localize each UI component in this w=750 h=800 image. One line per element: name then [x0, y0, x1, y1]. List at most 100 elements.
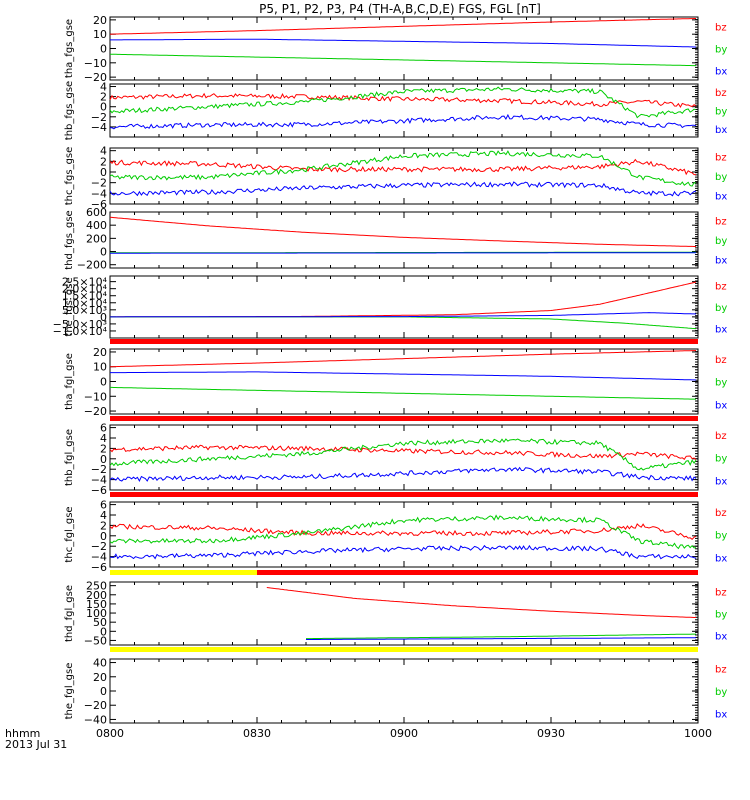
ytick-label: 6	[100, 422, 107, 435]
panel-frame	[109, 658, 699, 724]
legend-bz: bz	[715, 88, 727, 99]
series-bx	[306, 637, 696, 640]
ytick-label: 10	[93, 361, 107, 374]
series-bz	[266, 587, 696, 618]
legend-bz: bz	[715, 281, 727, 292]
ytick-label: −10	[84, 57, 107, 70]
ytick-label: 150	[86, 598, 107, 611]
status-bar-red	[110, 339, 698, 344]
ytick-label: 0	[100, 685, 107, 698]
panel-tha_fgl_gse: 20 10 0−10 −20 tha_fgl_gse bz by bx	[64, 346, 727, 421]
series-bz	[109, 92, 697, 109]
legend-bx: bx	[715, 125, 727, 136]
ytick-label: 2.0×10⁴	[62, 283, 108, 296]
legend-bx: bx	[715, 325, 727, 336]
xtick-label: 0800	[96, 727, 124, 740]
legend-bx: bx	[715, 709, 727, 720]
ylabel: thb_fgs_gse	[64, 81, 75, 140]
ytick-label: −4	[91, 121, 107, 134]
status-bar-red	[110, 416, 698, 421]
ytick-label: 4	[100, 81, 107, 94]
ytick-label: −20	[84, 699, 107, 712]
series-bx	[109, 181, 697, 197]
ytick-label: 0	[100, 101, 107, 114]
ytick-label: −6	[91, 561, 107, 574]
xtick-label: 1000	[684, 727, 712, 740]
series-bz	[109, 216, 696, 247]
legend-bz: bz	[715, 22, 727, 33]
legend-bz: bz	[715, 431, 727, 442]
ytick-label: 20	[93, 346, 107, 359]
ylabel: thb_fgl_gse	[64, 429, 75, 486]
ytick-label: 1.0×10⁴	[62, 297, 108, 310]
ytick-label: −4	[91, 551, 107, 564]
ytick-label: 400	[86, 219, 107, 232]
time-axis: 0800 0830 0900 0930 1000	[96, 727, 712, 740]
ytick-label: −50	[84, 634, 107, 647]
ytick-label: 0	[100, 166, 107, 179]
legend-bx: bx	[715, 476, 727, 487]
footer-date: 2013 Jul 31	[5, 738, 67, 751]
series-bx	[109, 544, 697, 560]
ytick-label: 0	[100, 625, 107, 638]
series-bx	[110, 38, 696, 48]
ytick-label: 1.5×10⁴	[62, 290, 108, 303]
ytick-label: 5.0×10³	[62, 304, 107, 317]
ylabel: thc_fgl_gse	[64, 506, 75, 562]
ytick-label: 2	[100, 519, 107, 532]
panel-thb_fgs_gse: 420−2−4 thb_fgs_gse bz by bx	[64, 81, 727, 141]
series-bx	[110, 252, 696, 254]
ytick-label: −1.0×10⁴	[53, 325, 108, 338]
series-bz	[109, 18, 696, 35]
legend-bz: bz	[715, 152, 727, 163]
legend-bx: bx	[715, 553, 727, 564]
legend-bx: bx	[715, 192, 727, 203]
ytick-label: 20	[93, 671, 107, 684]
ytick-label: 4	[100, 145, 107, 158]
legend-bz: bz	[715, 508, 727, 519]
legend-bx: bx	[715, 256, 727, 267]
ylabel: the_fgl_gse	[64, 663, 75, 720]
legend-bz: bz	[715, 216, 727, 227]
ytick-label: 20	[93, 14, 107, 27]
status-bar-yellow	[110, 570, 257, 575]
ytick-label: −2	[91, 540, 107, 553]
panel-the_fgs_gse: 2.5×10⁴2.0×10⁴1.5×10⁴1.0×10⁴5.0×10³0−5.0…	[53, 275, 727, 344]
legend-bz: bz	[715, 665, 727, 676]
series-bz	[110, 350, 697, 368]
legend-by: by	[715, 45, 727, 56]
legend-by: by	[715, 236, 727, 247]
ytick-label: −6	[91, 198, 107, 211]
legend-by: by	[715, 378, 727, 389]
ytick-label: 40	[93, 657, 107, 670]
series-bz	[109, 523, 697, 540]
ytick-label: 200	[86, 589, 107, 602]
ytick-label: −40	[84, 713, 107, 726]
panel-frame	[109, 424, 699, 491]
status-bar-red	[257, 570, 698, 575]
ylabel: tha_fgl_gse	[64, 353, 75, 410]
ytick-label: 0	[100, 376, 107, 389]
ytick-label: 6	[100, 499, 107, 512]
series-bx	[110, 371, 697, 381]
legend-bz: bz	[715, 587, 727, 598]
ylabel: the_fgs_gse	[64, 277, 75, 336]
ytick-label: 50	[93, 616, 107, 629]
ytick-label: −2	[91, 111, 107, 124]
legend-by: by	[715, 454, 727, 465]
ylabel: thd_fgl_gse	[64, 585, 75, 642]
ylabel: thd_fgs_gse	[64, 210, 75, 269]
ylabel: thc_fgs_gse	[64, 147, 75, 206]
series-by	[109, 53, 696, 67]
ytick-label: 0	[100, 246, 107, 259]
status-bar-red	[110, 492, 698, 497]
ytick-label: 250	[86, 580, 107, 593]
ytick-label: 2	[100, 442, 107, 455]
